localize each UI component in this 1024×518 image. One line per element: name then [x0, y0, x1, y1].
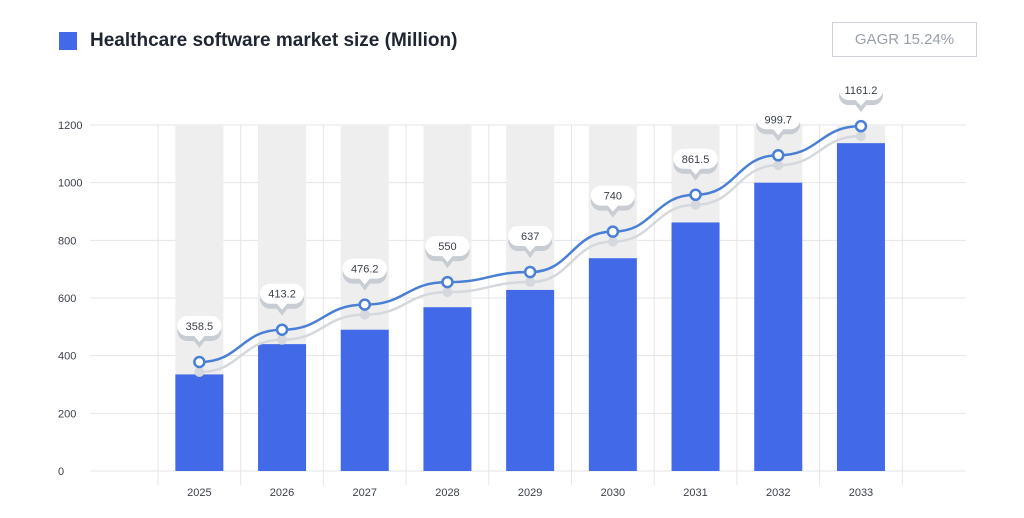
trend-point [523, 265, 537, 279]
trend-point [193, 355, 206, 369]
callout-pointer-shadow [441, 260, 454, 269]
x-tick-label: 2033 [849, 487, 873, 499]
callout-box [260, 283, 305, 304]
trend-point [689, 188, 702, 202]
data-label-callout: 358.5 [177, 316, 222, 349]
callout-pointer [772, 128, 785, 136]
callout-pointer-shadow [772, 133, 785, 142]
callout-box [177, 316, 222, 337]
callout-box [838, 80, 883, 101]
bar [423, 307, 472, 471]
trend-point-shadow [277, 334, 288, 345]
data-label-callout: 413.2 [260, 283, 305, 316]
x-tick-label: 2028 [435, 487, 459, 499]
x-tick-label: 2027 [353, 487, 377, 499]
trend-point [358, 298, 371, 311]
trend-point-shadow [690, 199, 701, 210]
callout-pointer-shadow [276, 307, 289, 316]
callout-box [590, 185, 635, 206]
x-tick-label: 2026 [270, 487, 294, 499]
data-label: 740 [604, 191, 622, 203]
trend-point [441, 275, 454, 289]
y-tick-label: 1200 [58, 120, 82, 132]
callout-pointer-shadow [524, 250, 537, 259]
bar [258, 344, 307, 471]
callout-box [756, 109, 801, 130]
callout-pointer [854, 99, 867, 107]
callout-box [425, 236, 470, 257]
callout-pointer [441, 255, 454, 263]
bar [588, 258, 637, 471]
data-label: 861.5 [682, 154, 710, 166]
callout-pointer [524, 245, 537, 253]
callout-pointer [358, 277, 371, 285]
data-label: 413.2 [268, 289, 296, 301]
trend-point [275, 323, 289, 336]
data-label: 637 [521, 231, 539, 243]
axis-ticks: 0 200 400 600 800 1000 1200 2025 2026 2027 2028 202… [58, 120, 873, 499]
callout-box [342, 258, 387, 279]
y-tick-label: 600 [58, 293, 76, 305]
y-tick-label: 200 [58, 408, 76, 420]
trend-point-shadow [607, 236, 618, 247]
x-tick-label: 2031 [683, 487, 707, 499]
data-label-callout: 476.2 [342, 258, 387, 291]
trend-point-shadow [525, 277, 536, 288]
callout-pointer [606, 204, 619, 212]
callout-pointer-shadow [358, 282, 371, 291]
data-labels: 358.5 413.2 476.2 550 637 740 861.5 999.7 1161.2 [177, 80, 883, 349]
bar [836, 143, 885, 472]
legend-swatch [59, 32, 77, 50]
chart-title: Healthcare software market size (Million… [90, 30, 458, 51]
trend-point-shadow [194, 367, 205, 378]
trend-point [606, 225, 620, 238]
bar [506, 289, 555, 471]
callout-box [673, 148, 718, 169]
y-tick-label: 0 [58, 466, 64, 478]
trend-point [854, 119, 868, 133]
x-tick-label: 2025 [187, 487, 211, 499]
trend-point-shadow [442, 287, 453, 298]
trend-point-shadow [359, 309, 370, 320]
callout-pointer-shadow [606, 209, 619, 218]
callout-pointer [276, 302, 289, 310]
data-label-callout: 861.5 [673, 148, 718, 181]
data-label: 999.7 [764, 114, 792, 126]
data-label: 476.2 [351, 264, 379, 276]
data-label: 1161.2 [845, 85, 878, 97]
trend-point-shadow [773, 160, 784, 171]
callout-pointer-shadow [193, 340, 206, 349]
data-label-callout: 1161.2 [838, 80, 883, 113]
callout-box [508, 226, 553, 247]
bar [754, 182, 803, 471]
trend-line [193, 119, 868, 378]
data-label-callout: 740 [590, 185, 635, 218]
x-tick-label: 2030 [601, 487, 625, 499]
bar [340, 329, 389, 471]
data-label: 358.5 [186, 321, 214, 333]
y-tick-label: 800 [58, 235, 76, 247]
trend-point-shadow [855, 131, 866, 142]
data-label-callout: 999.7 [756, 109, 801, 142]
trend-point [772, 149, 785, 162]
x-tick-label: 2032 [766, 487, 790, 499]
data-label: 550 [438, 241, 456, 253]
y-tick-label: 400 [58, 351, 76, 363]
data-label-callout: 550 [425, 236, 470, 269]
callout-pointer [193, 335, 206, 343]
bar [671, 222, 720, 471]
y-tick-label: 1000 [58, 178, 82, 190]
callout-pointer [689, 167, 702, 175]
callout-pointer-shadow [854, 104, 867, 113]
bar [175, 374, 224, 471]
x-tick-label: 2029 [518, 487, 542, 499]
callout-pointer-shadow [689, 172, 702, 181]
data-label-callout: 637 [508, 226, 553, 259]
bars [175, 143, 885, 472]
cagr-badge: GAGR 15.24% [832, 22, 977, 57]
